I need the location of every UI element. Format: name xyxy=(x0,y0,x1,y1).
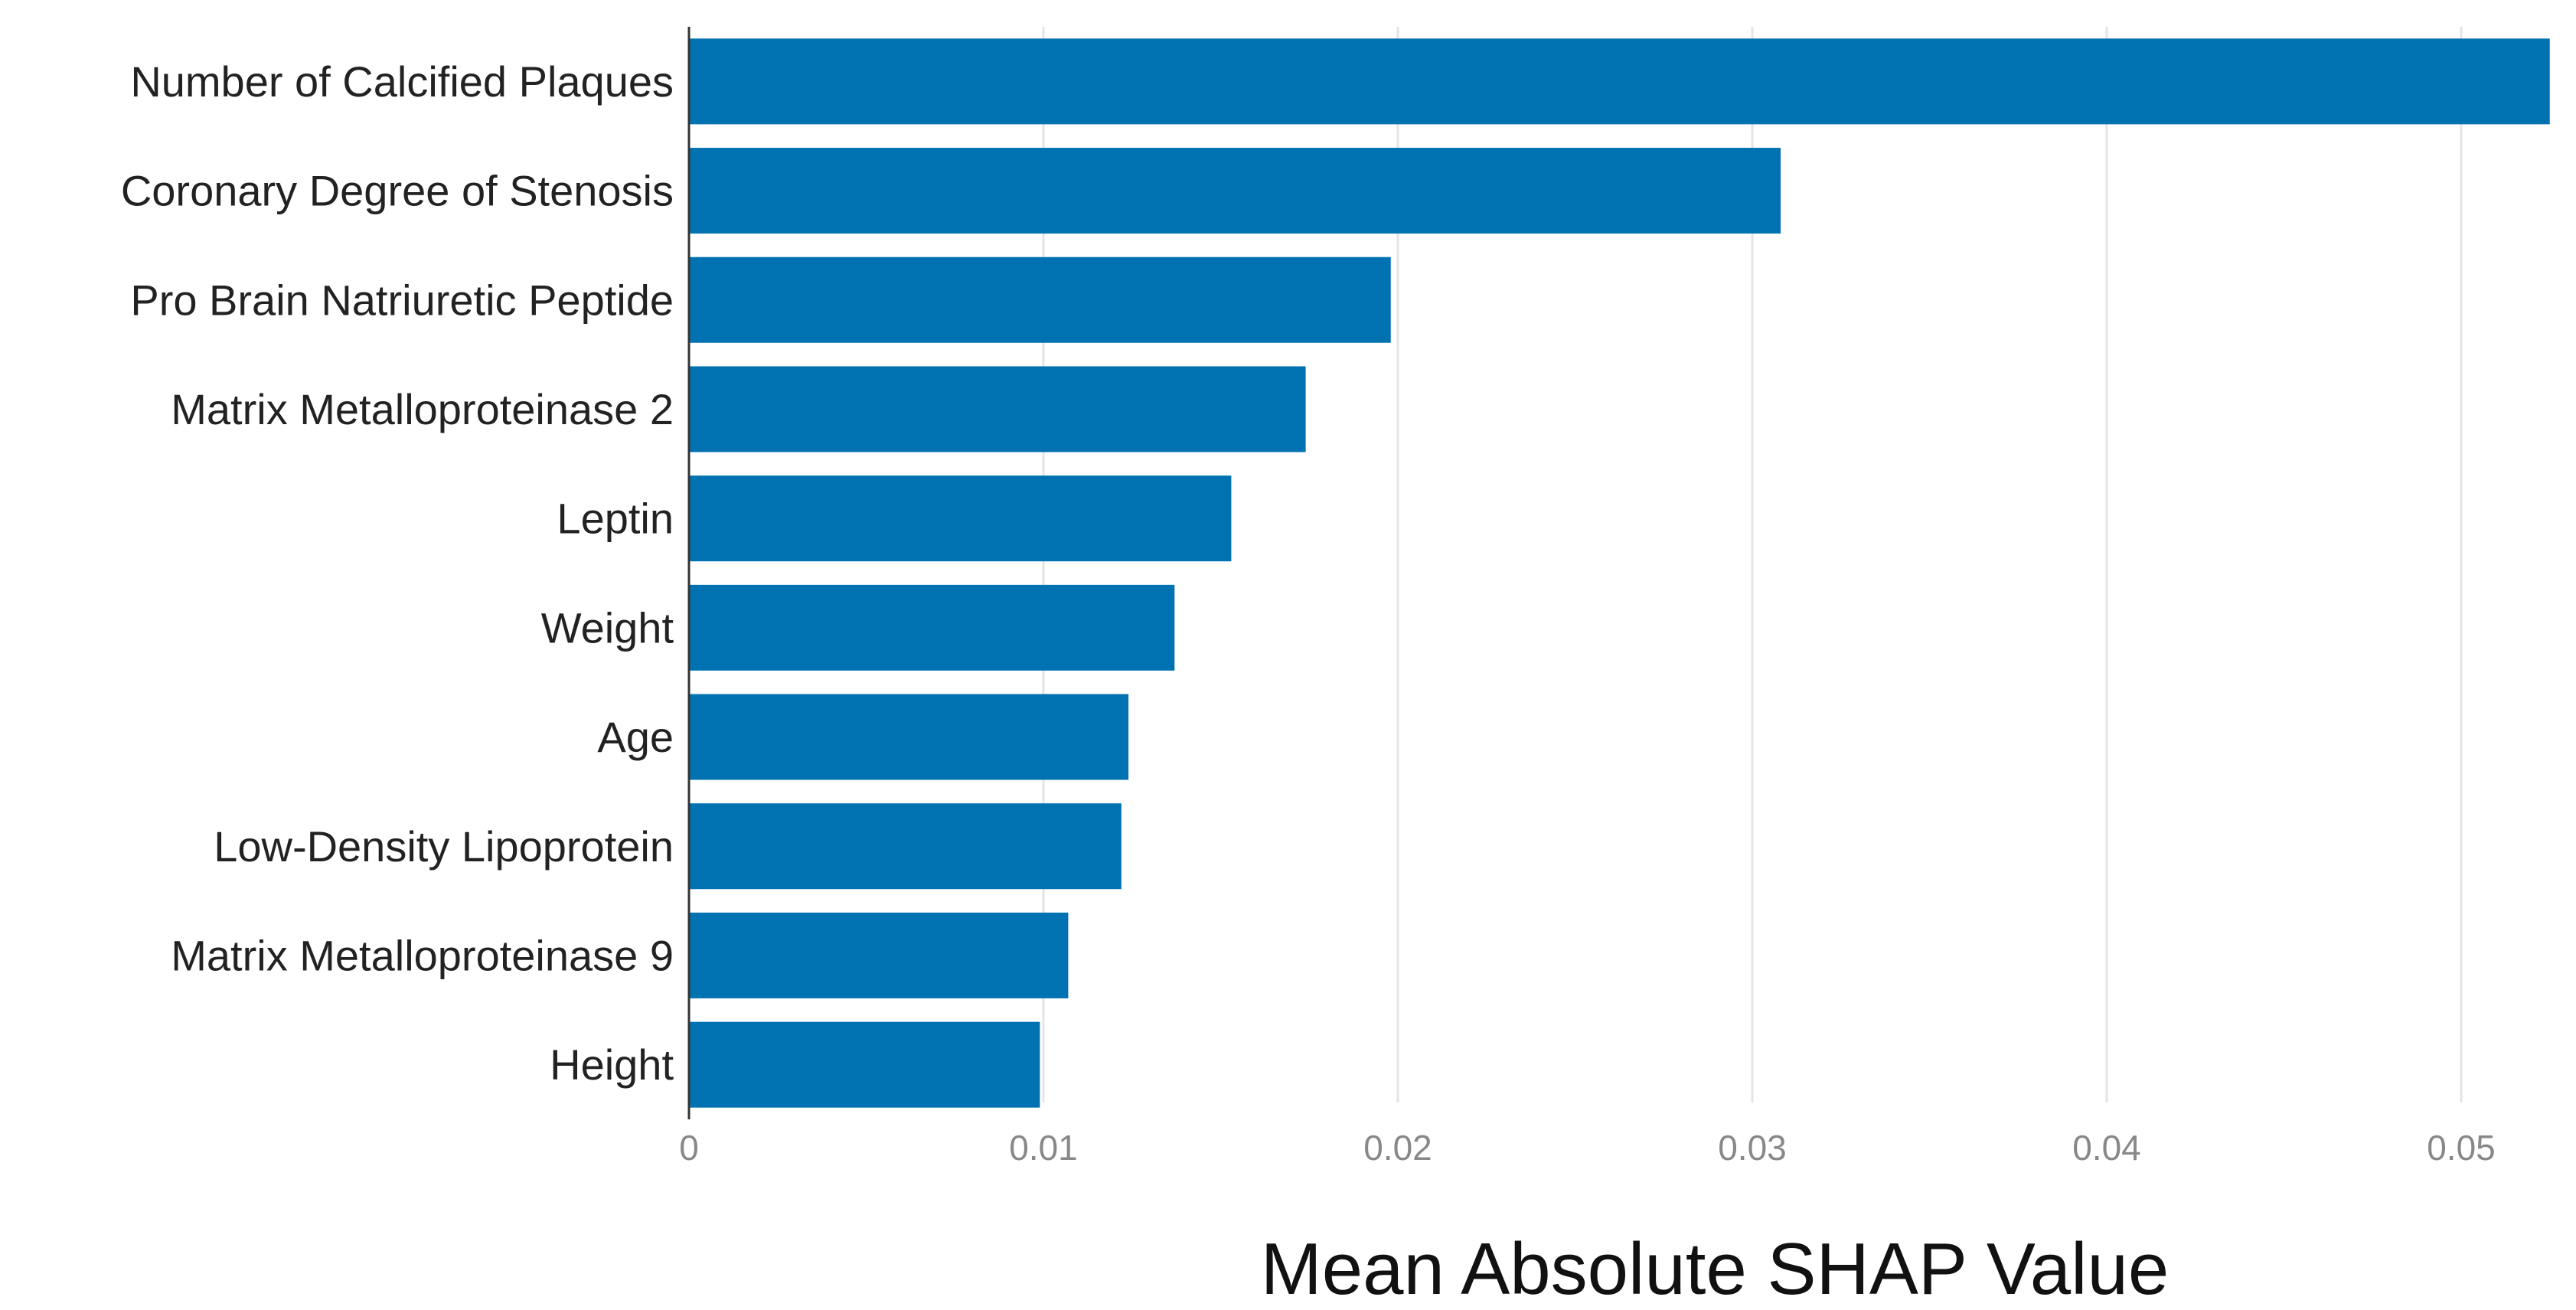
bar xyxy=(689,803,1121,890)
category-label: Number of Calcified Plaques xyxy=(130,57,674,106)
x-tick-label: 0.01 xyxy=(1009,1128,1078,1168)
category-label: Weight xyxy=(541,603,674,652)
category-label: Matrix Metalloproteinase 9 xyxy=(171,931,674,979)
category-label: Leptin xyxy=(557,495,674,543)
bars xyxy=(689,38,2550,1108)
x-tick-label: 0.04 xyxy=(2072,1128,2141,1168)
x-axis-title: Mean Absolute SHAP Value xyxy=(1261,1228,2170,1310)
x-tick-label: 0.03 xyxy=(1718,1128,1787,1168)
category-label: Coronary Degree of Stenosis xyxy=(121,167,674,215)
x-tick-labels: 0 0.01 0.02 0.03 0.04 0.05 xyxy=(679,1128,2496,1168)
bar xyxy=(689,256,1391,343)
bar xyxy=(689,148,1781,234)
bar xyxy=(689,38,2550,125)
bar xyxy=(689,912,1069,998)
bar xyxy=(689,475,1232,562)
bar xyxy=(689,584,1175,671)
bar xyxy=(689,694,1129,780)
category-label: Low-Density Lipoprotein xyxy=(214,822,674,871)
bar xyxy=(689,366,1306,452)
x-tick-label: 0.05 xyxy=(2427,1128,2496,1168)
category-labels: Number of Calcified Plaques Coronary Degr… xyxy=(121,57,674,1089)
category-label: Matrix Metalloproteinase 2 xyxy=(171,385,674,433)
x-tick-label: 0.02 xyxy=(1363,1128,1432,1168)
bar xyxy=(689,1021,1040,1108)
category-label: Pro Brain Natriuretic Peptide xyxy=(130,276,674,324)
category-label: Age xyxy=(597,713,674,761)
x-tick-label: 0 xyxy=(679,1128,699,1168)
category-label: Height xyxy=(550,1040,674,1089)
